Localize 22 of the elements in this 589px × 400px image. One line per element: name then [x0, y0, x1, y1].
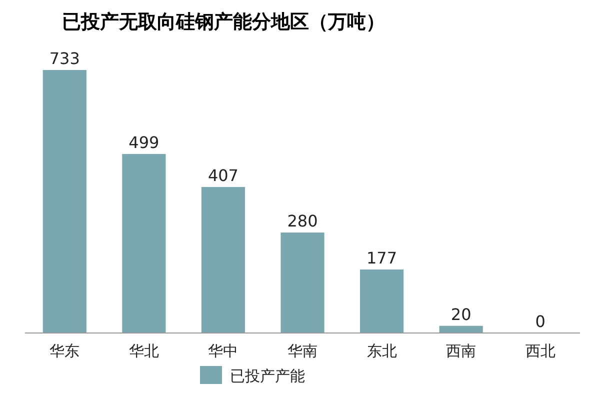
- data-label: 407: [208, 166, 238, 185]
- legend-label: 已投产产能: [230, 367, 305, 385]
- bar: [439, 326, 483, 333]
- x-tick-label: 东北: [366, 342, 397, 360]
- data-label: 0: [535, 312, 546, 331]
- data-label: 733: [49, 49, 80, 68]
- x-tick-label: 华北: [128, 342, 159, 360]
- bar: [360, 269, 404, 333]
- data-label: 499: [128, 132, 160, 152]
- bar: [122, 154, 166, 333]
- x-tick-label: 华东: [50, 342, 80, 360]
- data-label: 177: [366, 248, 398, 268]
- x-tick-label: 西南: [446, 342, 476, 360]
- bar: [201, 186, 246, 333]
- data-label: 280: [287, 212, 318, 231]
- x-tick-label: 华南: [288, 342, 318, 360]
- x-tick-label: 华中: [208, 342, 238, 360]
- x-tick-label: 西北: [525, 342, 556, 360]
- data-label: 20: [450, 304, 472, 324]
- chart-title: 已投产无取向硅钢产能分地区（万吨）: [62, 11, 385, 33]
- bar: [42, 70, 86, 333]
- bar: [280, 232, 324, 333]
